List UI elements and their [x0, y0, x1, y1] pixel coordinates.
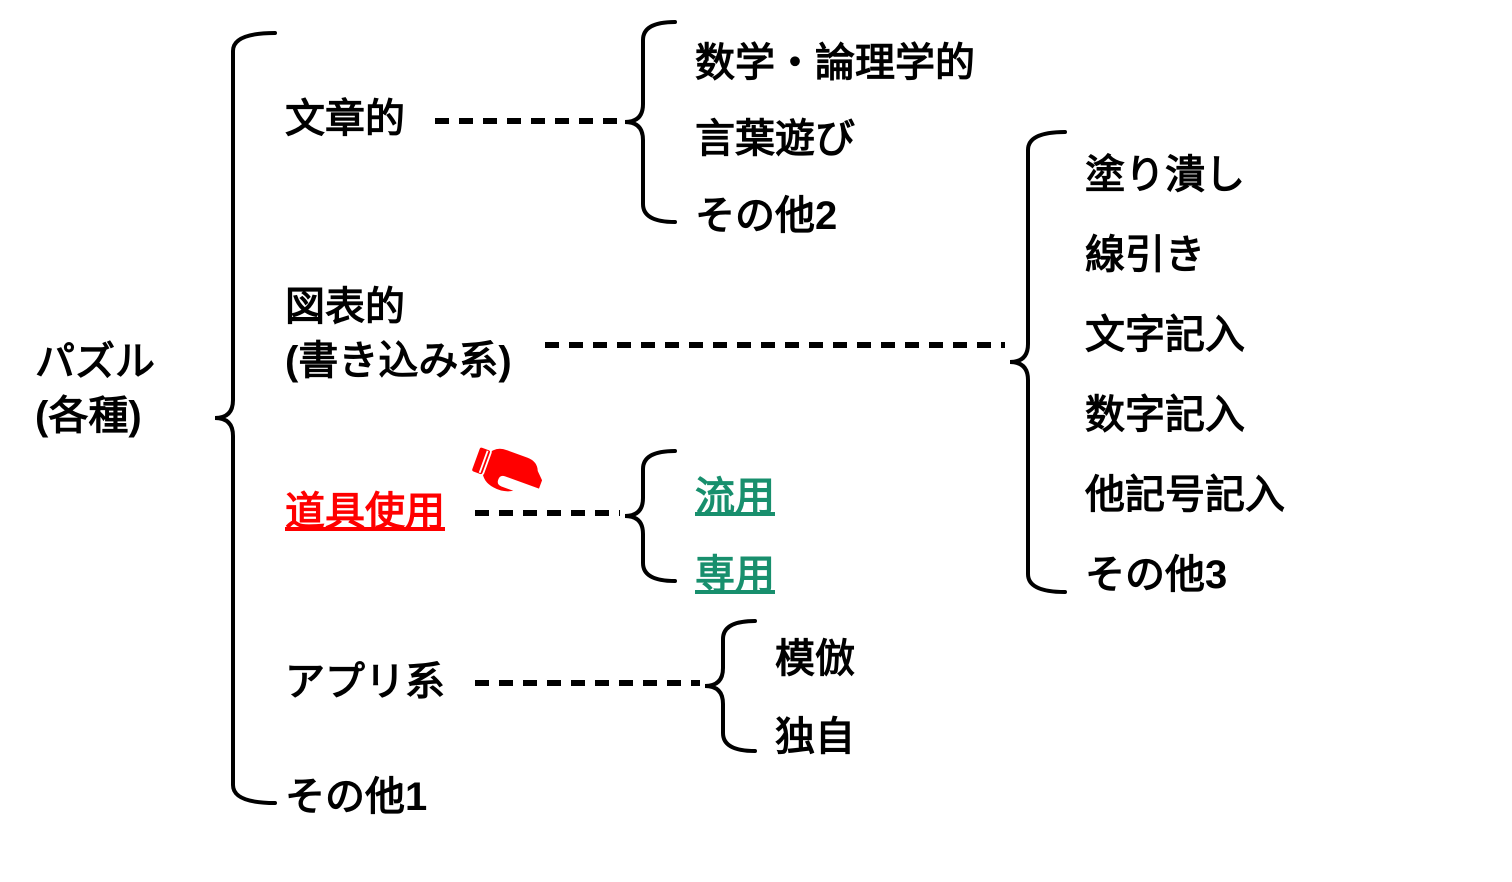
leaf-chart-4: 他記号記入 [1085, 468, 1285, 522]
root-line1: パズル [35, 335, 155, 389]
brace-level1 [211, 29, 279, 807]
root-line2: (各種) [35, 389, 155, 443]
connector-app [475, 680, 700, 686]
leaf-chart-2: 文字記入 [1085, 308, 1245, 362]
brace-textual [621, 18, 679, 226]
leaf-chart-3: 数字記入 [1085, 388, 1245, 442]
diagram-stage: パズル(各種) 文章的図表的(書き込み系) 道具使用アプリ系その他1 数学・論理学的言… [0, 0, 1512, 882]
root-node: パズル(各種) [35, 335, 155, 443]
leaf-app-0: 模倣 [775, 632, 855, 686]
leaf-chart-1: 線引き [1085, 228, 1205, 282]
brace-chart [1006, 128, 1069, 596]
level1-other1: その他1 [285, 770, 427, 824]
level1-app: アプリ系 [285, 655, 445, 709]
leaf-chart-0: 塗り潰し [1085, 148, 1245, 202]
leaf-chart-5: その他3 [1085, 548, 1227, 602]
brace-tool [621, 447, 679, 585]
leaf-textual-0: 数学・論理学的 [695, 36, 975, 90]
leaf-textual-2: その他2 [695, 189, 837, 243]
pointer-hand-icon [460, 440, 550, 503]
leaf-tool-0: 流用 [695, 470, 775, 524]
level1-tool: 道具使用 [285, 485, 445, 539]
connector-tool [475, 510, 620, 516]
level1-chart: 図表的(書き込み系) [285, 280, 512, 388]
brace-app [701, 617, 759, 755]
connector-chart [545, 342, 1005, 348]
level1-textual: 文章的 [285, 92, 405, 146]
connector-textual [435, 118, 620, 124]
leaf-app-1: 独自 [775, 710, 855, 764]
leaf-tool-1: 専用 [695, 548, 775, 602]
leaf-textual-1: 言葉遊び [695, 112, 855, 166]
